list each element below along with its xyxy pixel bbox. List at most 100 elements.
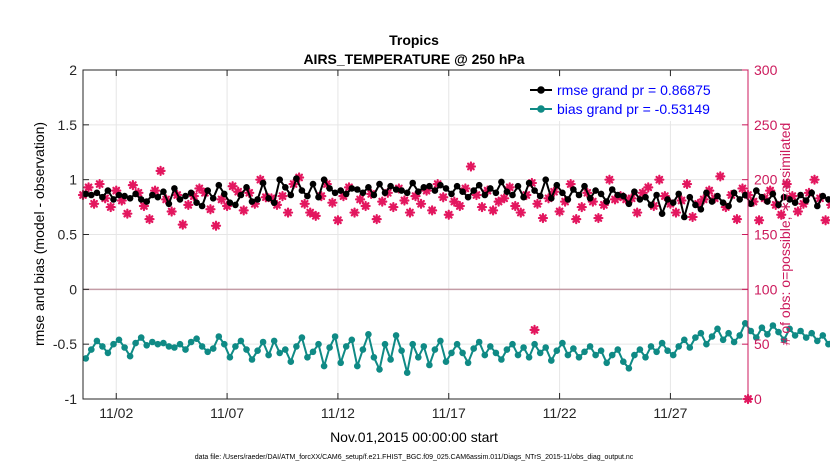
obs-marker-stroke: [145, 215, 154, 224]
rmse-point: [625, 200, 633, 208]
obs-marker-stroke: [206, 205, 215, 214]
rmse-point: [392, 186, 400, 193]
obs-count-point: [826, 200, 830, 209]
rmse-point: [825, 196, 830, 203]
obs-marker-stroke: [633, 208, 642, 217]
bias-point: [741, 320, 749, 327]
bias-point: [154, 340, 162, 348]
obs-marker-stroke: [655, 175, 664, 184]
bias-point: [287, 358, 295, 366]
obs-count-point: [327, 197, 338, 208]
obs-count-point: [681, 178, 693, 190]
obs-marker-stroke: [738, 184, 747, 193]
rmse-point: [104, 187, 112, 194]
rmse-point: [337, 187, 345, 194]
obs-count-point: [183, 199, 194, 210]
y2-tick-label: 50: [754, 336, 770, 352]
bias-point: [176, 340, 184, 348]
y2-tick-label: 100: [754, 281, 778, 297]
obs-marker-stroke: [128, 181, 137, 190]
rmse-point: [354, 186, 361, 193]
bias-point: [475, 338, 483, 346]
bias-point: [93, 337, 101, 345]
rmse-point: [553, 181, 561, 189]
rmse-point: [298, 187, 306, 194]
bias-point: [564, 351, 572, 359]
bias-point: [409, 340, 417, 348]
y-tick-label: -1: [65, 391, 78, 407]
obs-marker-stroke: [688, 213, 697, 221]
rmse-point: [481, 191, 489, 199]
obs-count-point: [609, 194, 621, 205]
bias-point: [182, 346, 189, 353]
rmse-point: [415, 188, 422, 195]
bias-point: [298, 334, 306, 341]
obs-count-point: [792, 206, 803, 217]
bias-point: [171, 344, 178, 351]
obs-marker-stroke: [511, 202, 520, 210]
obs-count-point: [371, 214, 382, 225]
obs-marker-stroke: [444, 210, 453, 219]
rmse-point: [536, 192, 544, 200]
bias-point: [736, 332, 743, 339]
rmse-point: [115, 191, 123, 199]
rmse-point: [93, 189, 101, 197]
obs-marker-stroke: [500, 194, 509, 203]
y-tick-label: 1: [69, 172, 77, 188]
rmse-point: [814, 202, 821, 210]
rmse-point: [221, 190, 228, 198]
y2-tick-label: 150: [754, 227, 778, 243]
bias-point: [99, 343, 106, 350]
bias-point: [802, 334, 810, 341]
rmse-point: [182, 192, 189, 200]
bias-point: [149, 338, 156, 346]
rmse-point: [198, 202, 206, 210]
bias-point: [675, 343, 682, 350]
obs-marker-stroke: [361, 202, 370, 210]
obs-count-point: [238, 205, 249, 216]
bias-point: [542, 344, 549, 351]
bias-point: [254, 347, 261, 355]
bias-point: [531, 340, 538, 348]
bias-point: [730, 338, 738, 346]
obs-marker-stroke: [439, 193, 448, 202]
rmse-point: [559, 189, 566, 197]
rmse-point: [387, 182, 394, 190]
obs-marker-stroke: [677, 196, 686, 205]
bias-point: [420, 343, 428, 350]
rmse-point: [525, 179, 533, 187]
rmse-point: [575, 191, 583, 199]
bias-point: [132, 339, 139, 347]
rmse-point: [259, 179, 267, 187]
rmse-point: [647, 201, 655, 209]
obs-marker-stroke: [217, 195, 226, 204]
obs-count-point: [299, 198, 310, 209]
rmse-point: [498, 178, 505, 186]
rmse-point: [143, 198, 150, 205]
rmse-point: [658, 210, 666, 217]
rmse-point: [509, 191, 516, 199]
obs-marker-stroke: [334, 216, 342, 225]
rmse-point: [753, 187, 760, 194]
bias-point: [559, 339, 566, 347]
obs-marker-stroke: [328, 198, 337, 207]
bias-point: [442, 358, 450, 366]
rmse-point: [586, 195, 594, 202]
obs-count-point: [377, 196, 388, 207]
obs-count-point: [776, 209, 787, 220]
bias-point: [376, 366, 383, 373]
chart-subtitle: AIRS_TEMPERATURE @ 250 hPa: [303, 51, 524, 67]
rmse-point: [614, 191, 622, 199]
bias-point: [359, 346, 367, 353]
rmse-point: [270, 199, 278, 206]
bias-point: [686, 344, 694, 351]
obs-count-point: [166, 206, 177, 217]
y2-tick-label: 200: [754, 172, 778, 188]
obs-count-point: [127, 180, 138, 191]
bias-point: [753, 334, 760, 341]
obs-marker-stroke: [228, 182, 237, 191]
obs-count-point: [83, 182, 94, 193]
obs-marker-stroke: [672, 208, 680, 217]
rmse-point: [581, 182, 588, 190]
